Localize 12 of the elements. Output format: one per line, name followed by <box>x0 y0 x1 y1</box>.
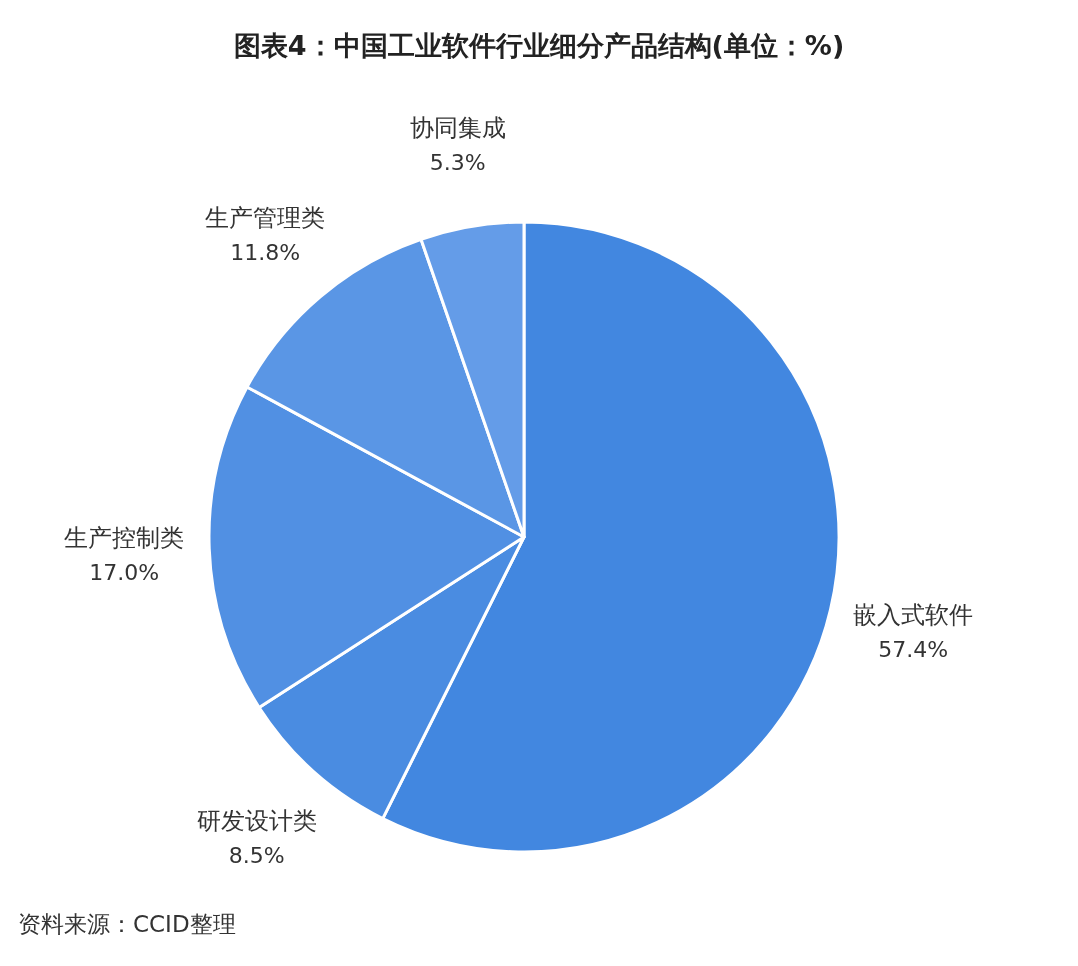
slice-label: 生产管理类 <box>205 203 326 232</box>
data-label: 17.0% <box>89 560 160 586</box>
data-label: 11.8% <box>230 239 301 265</box>
chart-title: 图表4：中国工业软件行业细分产品结构(单位：%) <box>233 30 845 61</box>
slice-label: 协同集成 <box>409 114 506 143</box>
text: 资料来源：CCID整理 <box>18 911 236 937</box>
slice-label: 研发设计类 <box>196 806 317 835</box>
slice-label: 嵌入式软件 <box>853 601 974 630</box>
slice-label: 生产控制类 <box>64 524 185 553</box>
data-label: 8.5% <box>228 842 285 868</box>
data-label: 5.3% <box>429 150 486 176</box>
data-label: 57.4% <box>878 637 949 663</box>
